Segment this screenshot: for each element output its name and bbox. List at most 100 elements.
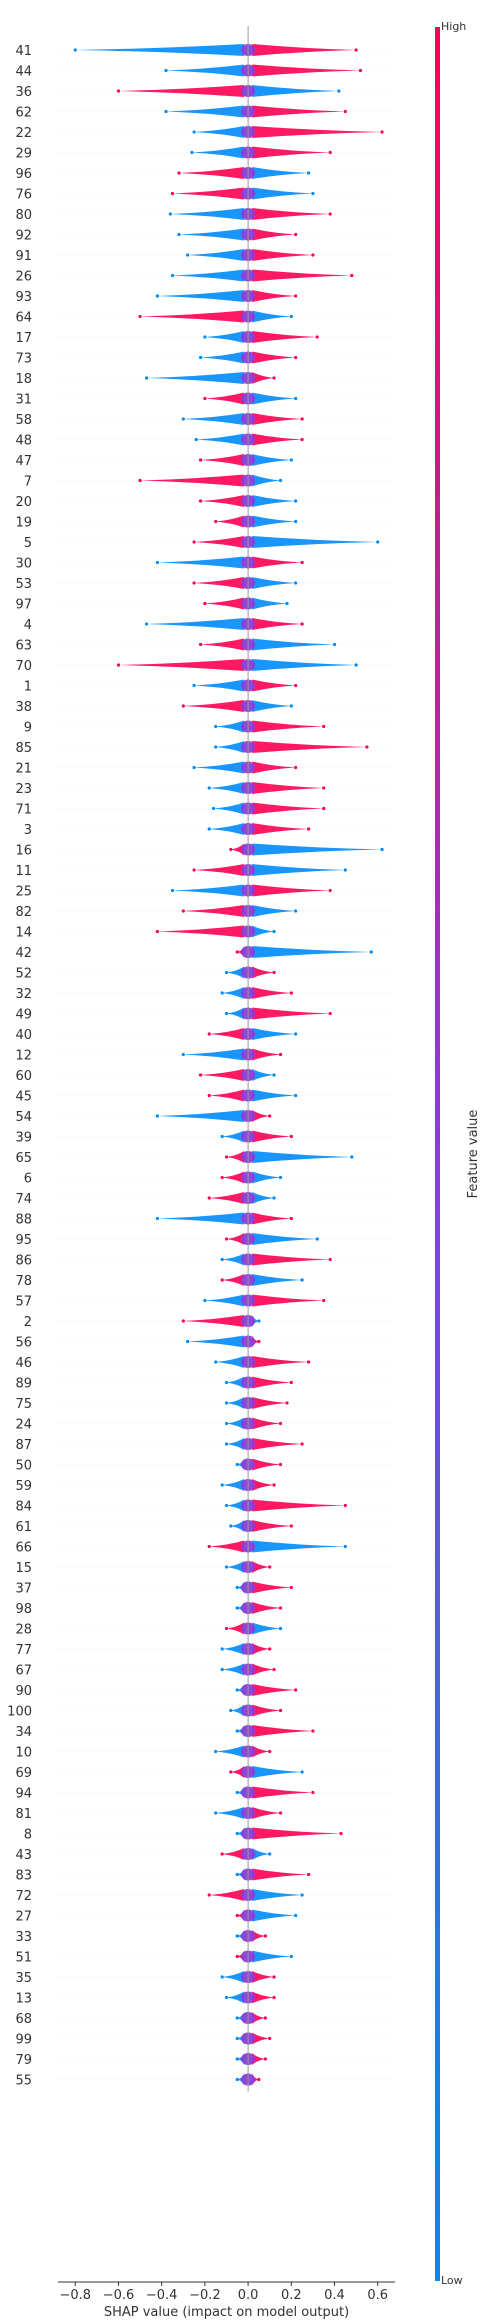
swarm-point-min xyxy=(208,1545,211,1548)
feature-label: 62 xyxy=(15,106,32,121)
swarm-point-max xyxy=(380,848,383,851)
feature-row-76: 76 xyxy=(15,188,395,203)
swarm-point-max xyxy=(272,1996,275,1999)
swarm-left xyxy=(216,741,244,753)
swarm-right xyxy=(252,1479,274,1491)
swarm-right xyxy=(252,516,296,528)
swarm-point-max xyxy=(268,1565,271,1568)
feature-row-73: 73 xyxy=(15,352,395,367)
feature-label: 25 xyxy=(15,885,32,900)
feature-label: 74 xyxy=(15,1192,32,1207)
feature-row-29: 29 xyxy=(15,147,395,162)
swarm-point-max xyxy=(279,1606,282,1609)
swarm-point-min xyxy=(214,1750,217,1753)
swarm-left xyxy=(194,680,244,692)
swarm-left xyxy=(216,1746,244,1758)
feature-row-46: 46 xyxy=(15,1356,395,1371)
feature-row-93: 93 xyxy=(15,290,395,305)
feature-label: 12 xyxy=(15,1049,32,1064)
feature-row-98: 98 xyxy=(15,1602,395,1617)
swarm-point-min xyxy=(203,1299,206,1302)
swarm-point-min xyxy=(236,1873,239,1876)
feature-label: 72 xyxy=(15,1889,32,1904)
swarm-point-max xyxy=(279,1463,282,1466)
swarm-point-max xyxy=(294,499,297,502)
feature-row-87: 87 xyxy=(15,1438,395,1453)
swarm-point-max xyxy=(294,356,297,359)
feature-row-66: 66 xyxy=(15,1541,395,1556)
swarm-left xyxy=(209,1090,244,1102)
swarm-right xyxy=(252,106,345,118)
swarm-left xyxy=(196,434,244,446)
swarm-left xyxy=(170,208,244,220)
swarm-point-max xyxy=(307,827,310,830)
feature-row-44: 44 xyxy=(15,65,395,80)
feature-row-21: 21 xyxy=(15,762,395,777)
swarm-right xyxy=(252,618,302,630)
swarm-point-max xyxy=(272,1975,275,1978)
swarm-point-max xyxy=(272,1668,275,1671)
swarm-right xyxy=(252,864,345,876)
swarm-point-max xyxy=(272,376,275,379)
swarm-point-max xyxy=(344,110,347,113)
feature-row-80: 80 xyxy=(15,208,395,223)
swarm-point-min xyxy=(225,1565,228,1568)
swarm-point-max xyxy=(268,2037,271,2040)
feature-row-82: 82 xyxy=(15,905,395,920)
feature-label: 70 xyxy=(15,659,32,674)
swarm-right xyxy=(252,1295,324,1307)
swarm-right xyxy=(252,270,352,282)
feature-row-8: 8 xyxy=(24,1828,395,1843)
x-tick-label: −0.2 xyxy=(189,2288,221,2303)
swarm-point-max xyxy=(294,1094,297,1097)
swarm-point-max xyxy=(301,1893,304,1896)
feature-label: 49 xyxy=(15,1008,32,1023)
swarm-point-max xyxy=(344,868,347,871)
feature-label: 57 xyxy=(15,1295,32,1310)
feature-label: 41 xyxy=(15,44,32,59)
swarm-right xyxy=(252,803,324,815)
swarm-right xyxy=(252,1069,274,1081)
x-tick-label: −0.6 xyxy=(103,2288,135,2303)
swarm-point-max xyxy=(307,171,310,174)
swarm-point-min xyxy=(236,1688,239,1691)
feature-label: 85 xyxy=(15,741,32,756)
swarm-right xyxy=(252,413,302,425)
swarm-point-max xyxy=(322,807,325,810)
feature-label: 30 xyxy=(15,557,32,572)
feature-row-85: 85 xyxy=(15,741,395,756)
swarm-left xyxy=(194,126,244,138)
swarm-point-max xyxy=(294,294,297,297)
swarm-right xyxy=(252,1705,280,1717)
feature-label: 96 xyxy=(15,167,32,182)
feature-label: 86 xyxy=(15,1254,32,1269)
swarm-point-max xyxy=(333,643,336,646)
swarm-right xyxy=(252,85,339,97)
feature-label: 64 xyxy=(15,311,32,326)
swarm-point-max xyxy=(355,663,358,666)
colorbar-high-label: High xyxy=(441,20,466,33)
swarm-point-max xyxy=(268,1750,271,1753)
feature-label: 42 xyxy=(15,946,32,961)
feature-row-16: 16 xyxy=(15,844,395,859)
swarm-right xyxy=(252,1192,274,1204)
swarm-point-max xyxy=(322,1299,325,1302)
feature-label: 94 xyxy=(15,1787,32,1802)
swarm-point-max xyxy=(311,253,314,256)
swarm-point-max xyxy=(294,766,297,769)
swarm-point-min xyxy=(182,909,185,912)
feature-label: 89 xyxy=(15,1377,32,1392)
feature-label: 3 xyxy=(24,823,32,838)
swarm-point-min xyxy=(208,1893,211,1896)
feature-label: 31 xyxy=(15,393,32,408)
swarm-left xyxy=(222,1848,244,1860)
swarm-point-max xyxy=(279,1811,282,1814)
swarm-point-max xyxy=(344,1545,347,1548)
swarm-right xyxy=(252,167,308,179)
feature-label: 5 xyxy=(24,536,32,551)
swarm-right xyxy=(252,1520,291,1532)
feature-label: 29 xyxy=(15,147,32,162)
feature-label: 100 xyxy=(7,1705,32,1720)
feature-row-65: 65 xyxy=(15,1151,395,1166)
feature-row-37: 37 xyxy=(15,1582,395,1597)
